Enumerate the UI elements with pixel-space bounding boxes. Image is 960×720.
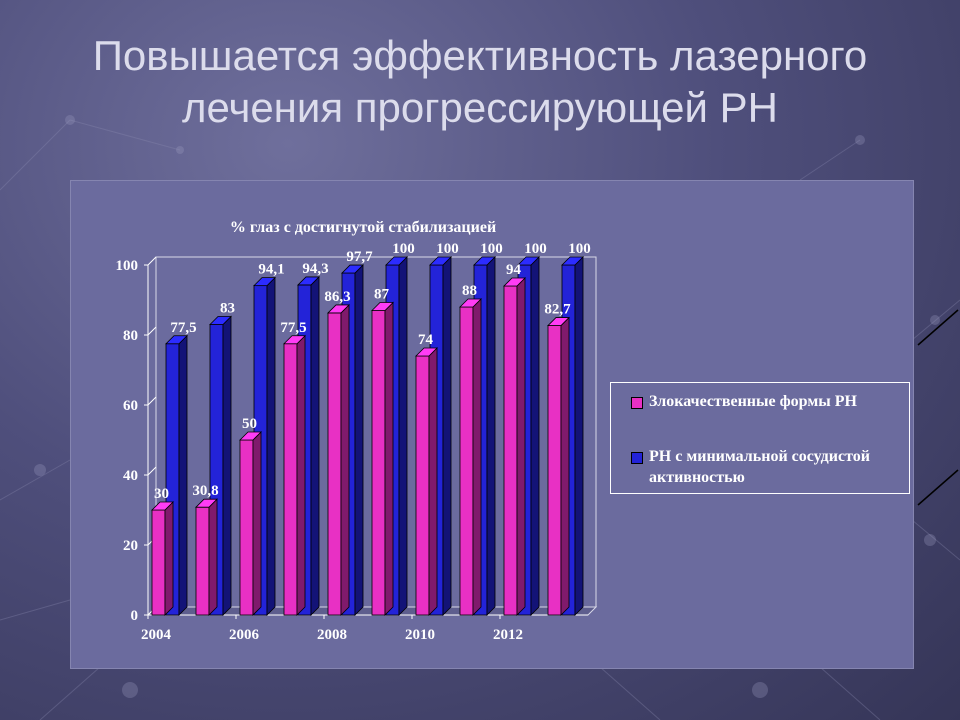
bar-malignant-top	[327, 304, 350, 314]
bar-minimal-activity-side	[222, 315, 232, 616]
bar-malignant-side	[208, 498, 218, 616]
chart-title: % глаз с достигнутой стабилизацией	[230, 219, 496, 236]
bar-malignant-top	[151, 501, 174, 511]
bar-malignant-top	[239, 431, 262, 441]
bar-malignant-front	[151, 509, 166, 616]
bar-malignant-side	[428, 347, 438, 616]
bar-minimal-activity-top	[517, 256, 540, 266]
bar-malignant-top	[283, 335, 306, 345]
bar-minimal-activity-top	[385, 256, 408, 266]
bar-minimal-activity-side	[398, 256, 408, 616]
data-label-minimal-activity: 100	[524, 241, 547, 257]
bar-malignant-front	[415, 355, 430, 616]
bar-malignant-top	[503, 277, 526, 287]
bar-malignant-side	[296, 334, 306, 616]
legend-swatch-malignant	[631, 397, 643, 409]
data-label-malignant: 87	[374, 287, 390, 303]
bar-malignant-top	[547, 317, 570, 326]
x-tick-label: 2012	[493, 627, 523, 643]
bar-malignant-side	[472, 298, 482, 616]
bar-malignant-side	[252, 431, 262, 616]
data-label-minimal-activity: 100	[480, 241, 503, 257]
bar-minimal-activity-side	[530, 256, 540, 616]
x-tick-label: 2006	[229, 627, 260, 643]
bar-minimal-activity-side	[442, 256, 452, 616]
data-label-malignant: 50	[242, 416, 257, 432]
bar-malignant-side	[164, 501, 174, 616]
bar-malignant-front	[371, 310, 386, 616]
y-tick-label: 80	[123, 328, 138, 344]
y-tick-label: 40	[123, 468, 138, 484]
bar-malignant-top	[195, 498, 218, 508]
slide-title-line-1: Повышается эффективность лазерного	[92, 32, 868, 79]
y-tick-connector	[147, 466, 157, 476]
y-tick-connector	[147, 396, 157, 406]
bar-malignant-front	[503, 285, 518, 616]
bar-minimal-activity-top	[165, 335, 188, 345]
bar-malignant-side	[340, 303, 350, 616]
bar-minimal-activity-top	[429, 256, 452, 266]
y-tick-connector	[147, 326, 157, 336]
data-label-malignant: 94	[506, 262, 522, 278]
data-label-minimal-activity: 77,5	[170, 320, 196, 336]
bar-minimal-activity-top	[473, 256, 496, 266]
legend-swatch-minimal-activity	[631, 452, 643, 464]
x-tick-label: 2004	[141, 627, 172, 643]
bar-minimal-activity-top	[253, 277, 276, 287]
legend-label-malignant: Злокачественные формы РН	[649, 393, 857, 410]
x-tick-label: 2010	[405, 627, 435, 643]
bar-malignant-front	[195, 506, 210, 616]
data-label-malignant: 77,5	[280, 320, 306, 336]
bar-malignant-front	[547, 325, 562, 616]
bar-chart: % глаз с достигнутой стабилизацией 0 20 40 6…	[116, 219, 598, 643]
data-label-minimal-activity: 83	[220, 301, 235, 317]
bar-minimal-activity-side	[486, 256, 496, 616]
bar-malignant-top	[459, 298, 482, 308]
bar-minimal-activity-top	[209, 316, 232, 325]
y-tick-label: 60	[123, 398, 138, 414]
bar-minimal-activity-top	[297, 276, 320, 286]
data-label-malignant: 30,8	[192, 483, 218, 499]
data-label-malignant: 30	[154, 486, 169, 502]
bar-minimal-activity-side	[266, 276, 276, 616]
bar-malignant-top	[371, 302, 394, 311]
chart-legend: Злокачественные формы РН РН с минимально…	[610, 382, 910, 494]
data-label-minimal-activity: 100	[392, 241, 415, 257]
bar-minimal-activity-side	[354, 264, 364, 616]
bar-minimal-activity-top	[561, 256, 584, 266]
bar-malignant-front	[459, 306, 474, 616]
legend-label-minimal-activity: РН с минимальной сосудистой активностью	[649, 448, 870, 486]
chart-panel: % глаз с достигнутой стабилизацией 0 20 40 6…	[70, 180, 914, 669]
data-label-malignant: 82,7	[544, 302, 571, 318]
data-label-minimal-activity: 94,3	[302, 261, 328, 277]
data-label-malignant: 88	[462, 283, 477, 299]
bar-malignant-top	[415, 347, 438, 357]
x-tick-label: 2008	[317, 627, 347, 643]
slide-title: Повышается эффективность лазерного лечен…	[0, 30, 960, 134]
bar-malignant-side	[384, 301, 394, 616]
data-label-minimal-activity: 94,1	[258, 262, 284, 278]
bar-malignant-front	[327, 312, 342, 616]
slide-title-line-2: лечения прогрессирующей РН	[181, 84, 779, 131]
data-label-minimal-activity: 100	[568, 241, 591, 257]
y-tick-connector	[147, 256, 157, 266]
data-label-minimal-activity: 97,7	[346, 249, 373, 265]
data-label-malignant: 74	[418, 332, 434, 348]
bar-minimal-activity-side	[574, 256, 584, 616]
bar-minimal-activity-side	[178, 334, 188, 616]
data-label-minimal-activity: 100	[436, 241, 459, 257]
y-tick-label: 100	[116, 258, 139, 274]
bar-malignant-front	[283, 343, 298, 616]
bar-minimal-activity-side	[310, 275, 320, 616]
y-tick-label: 20	[123, 538, 138, 554]
bar-malignant-side	[516, 277, 526, 616]
bar-malignant-front	[239, 439, 254, 616]
bar-malignant-side	[560, 316, 570, 616]
y-tick-label: 0	[131, 608, 139, 624]
bar-minimal-activity-top	[341, 264, 364, 274]
data-label-malignant: 86,3	[324, 289, 350, 305]
